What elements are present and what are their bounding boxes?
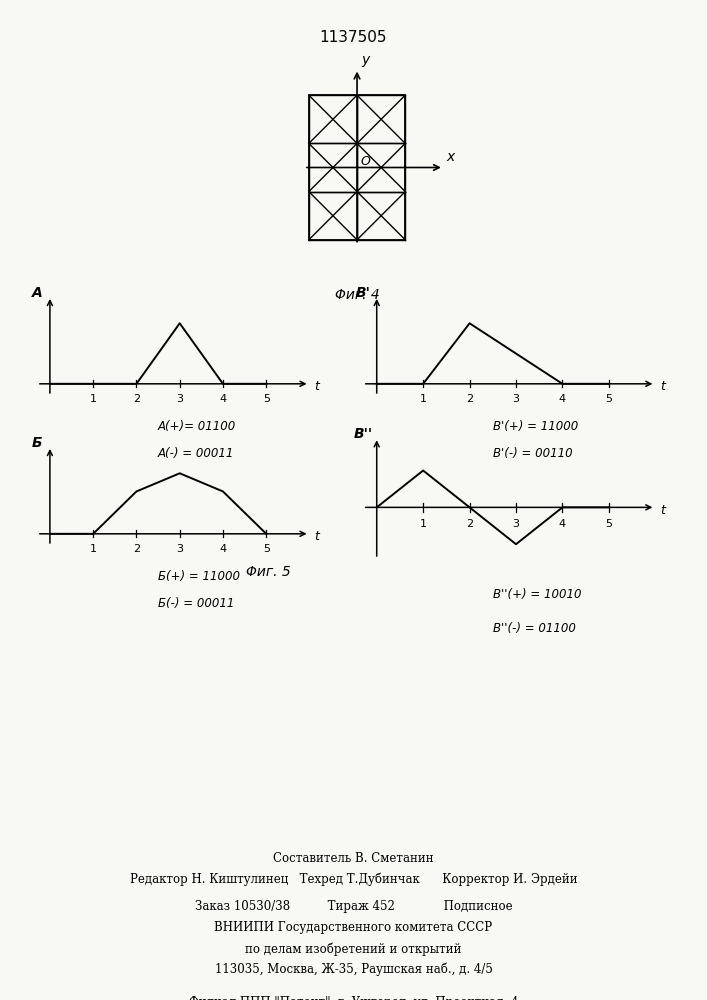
Text: 1: 1 <box>90 544 97 554</box>
Text: Б: Б <box>32 436 42 450</box>
Text: 3: 3 <box>176 544 183 554</box>
Text: B''(+) = 10010: B''(+) = 10010 <box>493 588 581 601</box>
Text: 5: 5 <box>263 544 270 554</box>
Text: 1: 1 <box>420 393 426 403</box>
Text: A(+)= 01100: A(+)= 01100 <box>158 420 236 433</box>
Text: Φиг. 4: Φиг. 4 <box>334 288 380 302</box>
Text: B'(-) = 00110: B'(-) = 00110 <box>493 447 573 460</box>
Text: 1: 1 <box>420 519 426 529</box>
Text: A: A <box>32 286 42 300</box>
Text: по делам изобретений и открытий: по делам изобретений и открытий <box>245 942 462 956</box>
Text: 3: 3 <box>513 519 520 529</box>
Text: B'': B'' <box>354 427 373 441</box>
Text: 113035, Москва, Ж-35, Раушская наб., д. 4/5: 113035, Москва, Ж-35, Раушская наб., д. … <box>214 963 493 976</box>
Text: y: y <box>361 53 369 67</box>
Text: 4: 4 <box>559 393 566 403</box>
Text: t: t <box>314 530 319 543</box>
Text: 4: 4 <box>219 393 226 403</box>
Text: 2: 2 <box>133 544 140 554</box>
Text: B'(+) = 11000: B'(+) = 11000 <box>493 420 578 433</box>
Text: Составитель В. Сметанин: Составитель В. Сметанин <box>273 852 434 865</box>
Text: Б(-) = 00011: Б(-) = 00011 <box>158 597 235 610</box>
Text: t: t <box>314 380 319 393</box>
Text: 1: 1 <box>90 393 97 403</box>
Text: 2: 2 <box>133 393 140 403</box>
Text: Φиг. 5: Φиг. 5 <box>246 565 291 579</box>
Text: 3: 3 <box>513 393 520 403</box>
Text: 4: 4 <box>219 544 226 554</box>
Text: 4: 4 <box>559 519 566 529</box>
Text: Редактор Н. Киштулинец   Техред Т.Дубинчак      Корректор И. Эрдейи: Редактор Н. Киштулинец Техред Т.Дубинчак… <box>129 873 578 886</box>
Text: O: O <box>361 155 370 168</box>
Text: B': B' <box>356 286 370 300</box>
Text: 2: 2 <box>466 519 473 529</box>
Text: t: t <box>660 380 665 393</box>
Text: Заказ 10530/38          Тираж 452             Подписное: Заказ 10530/38 Тираж 452 Подписное <box>194 900 513 913</box>
Text: ВНИИПИ Государственного комитета СССР: ВНИИПИ Государственного комитета СССР <box>214 921 493 934</box>
Text: Б(+) = 11000: Б(+) = 11000 <box>158 570 240 583</box>
Text: 5: 5 <box>605 519 612 529</box>
Text: 5: 5 <box>605 393 612 403</box>
Text: x: x <box>446 150 455 164</box>
Text: 2: 2 <box>466 393 473 403</box>
Text: t: t <box>660 504 665 517</box>
Text: Филиал ППП "Патент", г. Ужгород, ул. Проектная, 4: Филиал ППП "Патент", г. Ужгород, ул. Про… <box>189 996 518 1000</box>
Text: B''(-) = 01100: B''(-) = 01100 <box>493 622 575 635</box>
Text: 3: 3 <box>176 393 183 403</box>
Text: 1137505: 1137505 <box>320 30 387 45</box>
Text: 5: 5 <box>263 393 270 403</box>
Text: A(-) = 00011: A(-) = 00011 <box>158 447 235 460</box>
